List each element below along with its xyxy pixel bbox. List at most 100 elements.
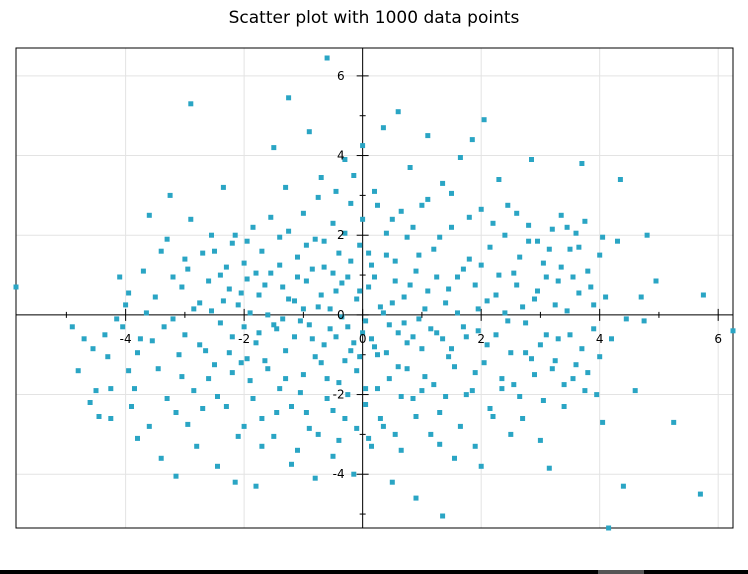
data-point	[197, 342, 203, 348]
data-point	[496, 177, 502, 182]
data-point	[603, 294, 609, 300]
data-point	[413, 495, 419, 501]
data-point	[271, 433, 277, 439]
data-point	[289, 404, 294, 409]
data-point	[324, 55, 330, 61]
data-point	[576, 290, 582, 296]
data-point	[96, 414, 102, 419]
x-tick-label: -4	[120, 332, 132, 346]
y-tick-label: -4	[333, 467, 345, 481]
data-point	[336, 437, 342, 443]
data-point	[540, 398, 546, 403]
data-point	[253, 270, 259, 276]
data-point	[422, 374, 428, 380]
data-point	[217, 320, 223, 326]
plot-frame	[15, 47, 734, 529]
data-point	[475, 306, 481, 312]
data-point	[446, 286, 452, 292]
data-point	[419, 388, 425, 394]
data-point	[514, 210, 520, 216]
data-point	[259, 248, 265, 254]
data-point	[173, 473, 179, 479]
data-point	[437, 234, 443, 240]
data-point	[484, 342, 490, 348]
data-point	[540, 260, 546, 266]
data-point	[413, 414, 419, 419]
data-point	[271, 145, 277, 151]
data-point	[472, 443, 478, 449]
data-point	[375, 352, 380, 358]
x-tick-label: 4	[596, 332, 604, 346]
data-point	[558, 264, 564, 270]
data-point	[469, 137, 475, 143]
data-point	[561, 404, 567, 409]
data-point	[135, 350, 140, 356]
data-point	[105, 354, 111, 360]
data-point	[496, 272, 502, 278]
x-tick-label: 2	[477, 332, 485, 346]
data-point	[327, 306, 333, 312]
data-point	[87, 400, 93, 405]
data-point	[591, 326, 597, 332]
data-point	[537, 342, 543, 348]
data-point	[481, 360, 487, 366]
data-point	[558, 212, 564, 218]
data-point	[573, 230, 579, 236]
data-point	[410, 224, 416, 230]
data-point	[564, 224, 570, 230]
data-point	[567, 246, 573, 252]
data-point	[410, 334, 416, 340]
data-point	[212, 248, 217, 254]
data-point	[466, 214, 472, 220]
data-point	[295, 274, 300, 280]
data-point	[309, 266, 315, 272]
bottom-bar-chip	[598, 570, 644, 574]
data-point	[422, 306, 428, 312]
data-point	[203, 348, 209, 354]
data-point	[526, 222, 532, 228]
data-point	[250, 396, 256, 401]
data-point	[318, 360, 324, 366]
data-point	[615, 238, 620, 244]
data-point	[161, 324, 167, 330]
data-point	[342, 157, 348, 162]
data-point	[457, 423, 463, 429]
data-point	[315, 194, 321, 200]
data-point	[517, 394, 523, 399]
data-point	[354, 296, 360, 302]
data-point	[440, 180, 446, 186]
data-point	[585, 268, 591, 274]
data-point	[357, 288, 363, 294]
data-point	[369, 262, 374, 268]
data-point	[440, 513, 446, 519]
data-point	[517, 254, 523, 260]
data-point	[262, 282, 268, 288]
data-point	[671, 419, 677, 425]
data-point	[321, 264, 327, 270]
data-point	[404, 340, 410, 346]
data-point	[108, 386, 114, 392]
data-point	[389, 300, 395, 306]
data-point	[401, 320, 407, 326]
data-point	[232, 232, 238, 238]
data-point	[348, 348, 354, 354]
data-point	[179, 374, 185, 380]
data-point	[247, 378, 253, 384]
data-point	[383, 230, 389, 236]
data-point	[238, 360, 244, 366]
data-point	[185, 266, 191, 272]
data-point	[90, 346, 96, 352]
data-point	[404, 234, 410, 240]
data-point	[318, 292, 324, 298]
data-point	[247, 310, 253, 316]
data-point	[546, 246, 552, 252]
data-point	[250, 224, 256, 230]
data-point	[283, 376, 289, 382]
data-point	[449, 346, 454, 352]
data-point	[579, 346, 585, 352]
data-point	[434, 330, 440, 336]
data-point	[212, 362, 217, 368]
data-point	[606, 525, 612, 531]
data-point	[404, 366, 410, 372]
data-point	[478, 262, 484, 268]
